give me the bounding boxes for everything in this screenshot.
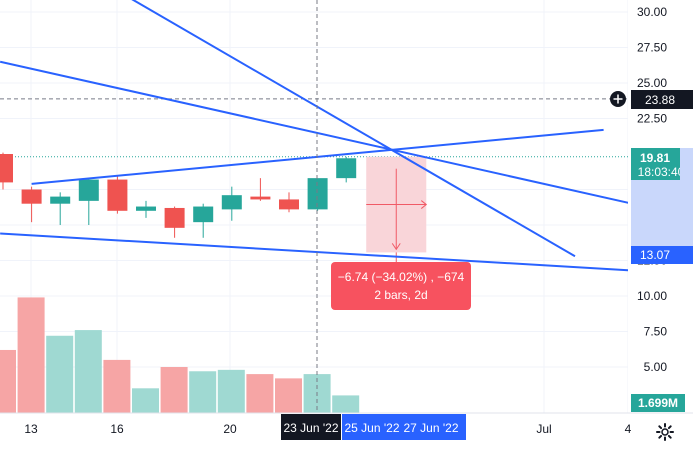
last-price-badge: 19.81 18:03:40 xyxy=(631,148,685,180)
gear-icon[interactable] xyxy=(655,422,675,442)
plus-circle-icon[interactable] xyxy=(610,91,626,107)
trendlines[interactable] xyxy=(0,0,633,272)
crosshair-time-label: 23 Jun '22 xyxy=(283,421,338,435)
candle-body xyxy=(193,206,214,223)
candle-body xyxy=(336,158,357,179)
candle-body xyxy=(250,196,271,200)
price-range-highlight-lower xyxy=(631,180,693,246)
price-tick-label: 30.00 xyxy=(637,5,667,19)
volume-bar xyxy=(160,367,188,413)
price-tick-label: 22.50 xyxy=(637,112,667,126)
time-axis-ticks: 13 16 20 Jul 4 xyxy=(24,422,631,436)
volume-bar xyxy=(332,395,360,413)
price-tick-label: 25.00 xyxy=(637,76,667,90)
candle-body xyxy=(221,195,242,210)
volume-bar xyxy=(217,369,245,413)
volume-bar xyxy=(0,349,16,413)
time-tick-label: Jul xyxy=(536,422,551,436)
measure-arrow-head xyxy=(420,200,428,209)
candle-body xyxy=(279,199,299,210)
price-tick-label: 5.00 xyxy=(644,360,668,374)
candle-body xyxy=(21,189,42,204)
time-tick-label: 4 xyxy=(625,422,632,436)
range-start-label: 25 Jun '22 xyxy=(344,421,399,435)
crosshair-price-label: 23.88 xyxy=(645,93,675,107)
volume-bar xyxy=(246,374,274,413)
trendline xyxy=(0,232,633,272)
volume-bars xyxy=(0,297,360,413)
low-price-badge: 13.07 xyxy=(631,246,693,264)
volume-bar xyxy=(132,388,159,413)
volume-bar xyxy=(103,359,131,413)
crosshair-time-badge: 23 Jun '22 xyxy=(281,414,341,440)
time-tick-label: 13 xyxy=(24,422,38,436)
candle-body xyxy=(78,179,99,201)
volume-bar xyxy=(275,378,302,413)
volume-bar xyxy=(17,297,45,413)
time-range-highlight xyxy=(342,414,466,440)
price-tick-label: 27.50 xyxy=(637,41,667,55)
countdown-label: 18:03:40 xyxy=(638,165,685,179)
low-price-label: 13.07 xyxy=(640,248,670,262)
trendline xyxy=(31,128,604,185)
measure-arrow-head xyxy=(391,243,401,251)
volume-bar xyxy=(46,335,74,413)
candle-body xyxy=(107,179,128,211)
candle-body xyxy=(136,206,156,211)
volume-label: 1.699M xyxy=(638,396,678,410)
last-price-label: 19.81 xyxy=(640,151,670,165)
crosshair-price-badge: 23.88 xyxy=(631,90,693,109)
time-tick-label: 16 xyxy=(110,422,124,436)
range-end-label: 27 Jun '22 xyxy=(403,421,458,435)
price-tick-label: 10.00 xyxy=(637,289,667,303)
price-tick-label: 7.50 xyxy=(644,325,668,339)
measure-bars-text: 2 bars, 2d xyxy=(374,288,428,302)
candle-body xyxy=(0,154,13,183)
measure-tooltip: −6.74 (−34.02%) , −674 2 bars, 2d xyxy=(331,262,471,310)
trendline xyxy=(0,60,633,205)
volume-bar xyxy=(189,371,217,413)
candle-body xyxy=(164,207,185,228)
volume-bar xyxy=(74,330,102,413)
time-tick-label: 20 xyxy=(223,422,237,436)
volume-badge: 1.699M xyxy=(631,394,685,412)
trendline xyxy=(131,0,576,258)
measure-region xyxy=(366,156,428,262)
horizontal-lines xyxy=(0,98,628,158)
candles xyxy=(0,152,357,238)
measure-change-text: −6.74 (−34.02%) , −674 xyxy=(337,270,465,284)
candle-body xyxy=(307,178,328,210)
candle-body xyxy=(50,196,71,204)
